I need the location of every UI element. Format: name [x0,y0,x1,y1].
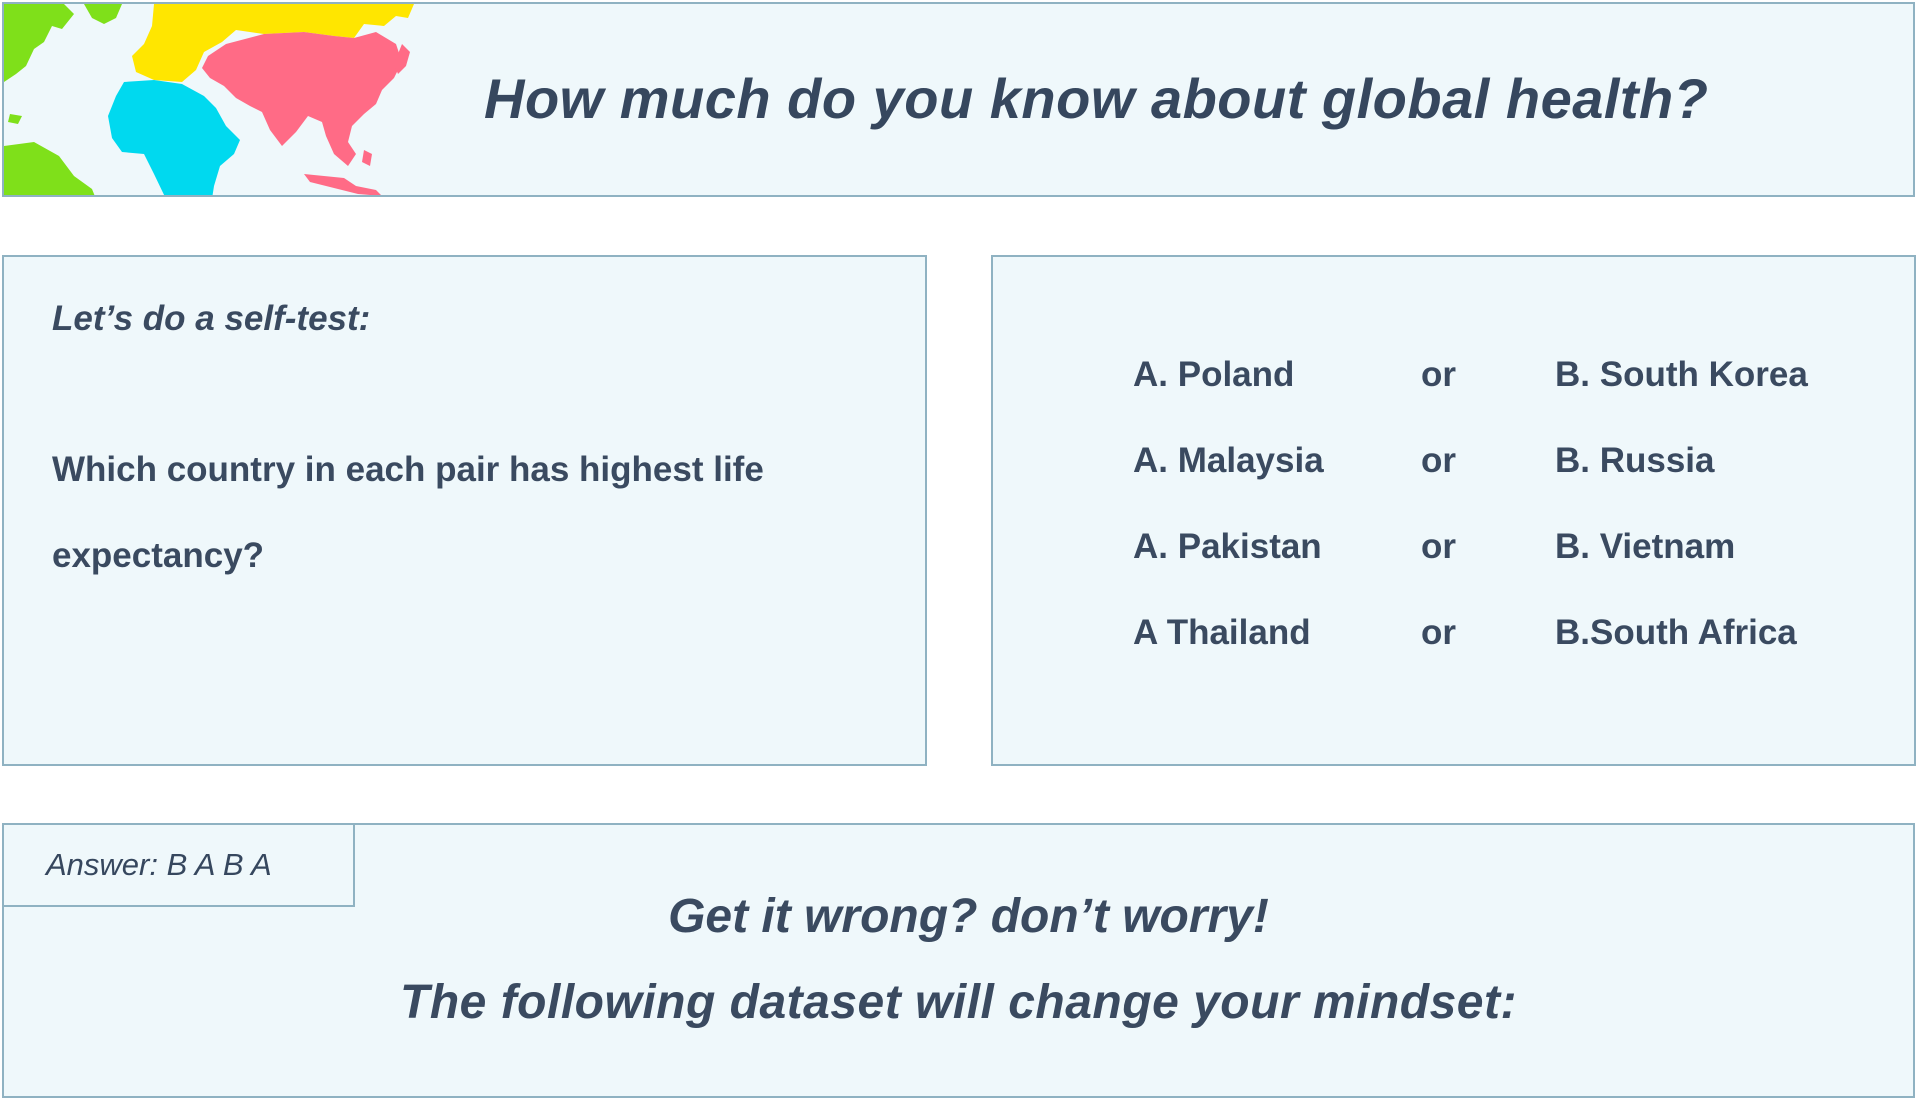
map-caribbean [8,114,22,124]
page-title: How much do you know about global health… [484,67,1709,130]
pair-row: A Thailand or B.South Africa [993,613,1914,663]
question-text: Which country in each pair has highest l… [52,450,764,575]
question-panel: Let’s do a self-test: Which country in e… [2,255,927,766]
map-north-america [4,4,74,82]
self-test-label: Let’s do a self-test: [52,299,371,338]
pair-row: A. Pakistan or B. Vietnam [993,527,1914,577]
answer-box: Answer: B A B A [2,823,355,907]
conclusion-line-1: Get it wrong? don’t worry! [668,890,1269,943]
map-africa [108,80,240,195]
option-a: A Thailand [1133,613,1311,652]
option-a: A. Malaysia [1133,441,1324,480]
map-philippines [362,150,372,166]
map-europe [132,4,414,82]
option-b: B. Russia [1555,441,1715,480]
answer-text: Answer: B A B A [46,847,272,882]
option-a: A. Poland [1133,355,1295,394]
option-b: B.South Africa [1555,613,1797,652]
pair-connector: or [1421,527,1456,566]
conclusion-panel: Answer: B A B A Get it wrong? don’t worr… [2,823,1915,1098]
pair-connector: or [1421,441,1456,480]
option-a: A. Pakistan [1133,527,1322,566]
conclusion-line-2: The following dataset will change your m… [400,976,1517,1029]
pair-connector: or [1421,613,1456,652]
option-b: B. South Korea [1555,355,1808,394]
option-b: B. Vietnam [1555,527,1736,566]
map-greenland [84,4,122,24]
header-banner: How much do you know about global health… [2,2,1915,197]
pair-connector: or [1421,355,1456,394]
world-map-image [4,4,414,195]
map-asia [202,32,402,166]
pair-row: A. Malaysia or B. Russia [993,441,1914,491]
map-south-america [4,142,95,195]
pair-row: A. Poland or B. South Korea [993,355,1914,405]
map-indonesia [304,174,381,195]
country-pairs-panel: A. Poland or B. South Korea A. Malaysia … [991,255,1916,766]
map-japan [394,44,410,74]
